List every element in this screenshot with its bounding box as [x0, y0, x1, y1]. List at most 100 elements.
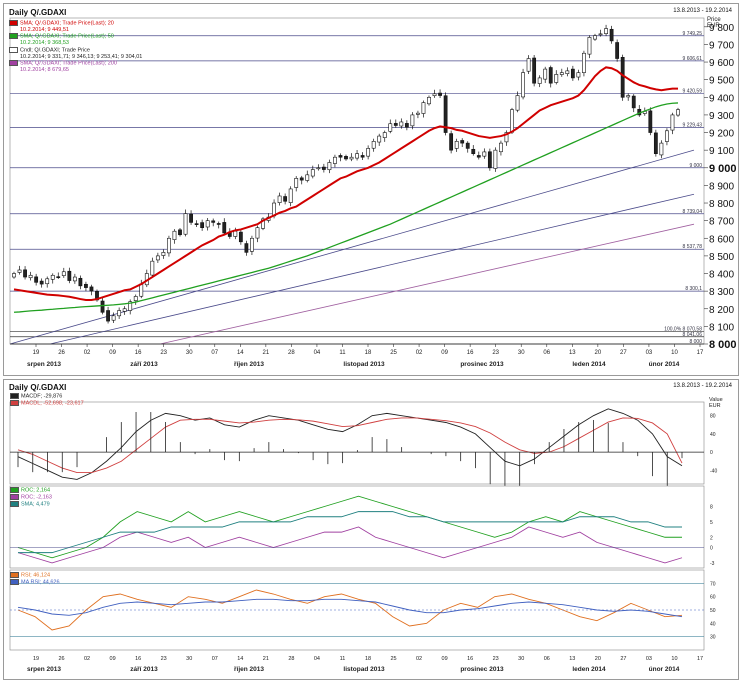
- roc-legend-swatch: [10, 500, 19, 507]
- horizontal-level-label: 8 537,78: [683, 244, 703, 250]
- sma50-line: [13, 102, 679, 313]
- candle-body: [338, 155, 343, 158]
- lower-x-tick-label: 30: [186, 656, 192, 662]
- price-chart-date-range: 13.8.2013 - 19.2.2014: [673, 8, 732, 14]
- horizontal-level-label: 9 229,43: [683, 122, 703, 128]
- candle-body: [316, 167, 321, 170]
- candle-body: [443, 95, 448, 133]
- price-chart-title: Daily Q/.GDAXI: [9, 8, 67, 17]
- candle-body: [399, 121, 404, 127]
- candle-body: [565, 70, 570, 74]
- horizontal-level-label: 8 739,04: [683, 209, 703, 215]
- candle-body: [410, 114, 415, 127]
- candle-body: [438, 92, 442, 96]
- y-tick-label: 8 500: [709, 252, 734, 263]
- month-label: prosinec 2013: [460, 361, 504, 368]
- candle-body: [388, 123, 393, 132]
- horizontal-level-label: 100,0% 8 070,58: [664, 327, 702, 333]
- x-tick-label: 11: [339, 350, 346, 356]
- lower-x-tick-label: 06: [544, 656, 550, 662]
- y-tick-label: 9 000: [709, 163, 737, 175]
- candle-body: [283, 196, 288, 202]
- candle-body: [648, 110, 653, 133]
- candle-body: [222, 222, 227, 234]
- roc-legend-label: SMA; 4,479: [21, 501, 50, 508]
- candle-body: [238, 231, 243, 243]
- x-tick-label: 06: [543, 350, 550, 356]
- macd-legend: MACDF; -29,876 MACDL; -52,698; -23,617: [10, 393, 84, 407]
- month-label: říjen 2013: [234, 361, 264, 368]
- macd-plot-area: [9, 401, 705, 485]
- candle-body: [570, 68, 575, 79]
- candle-body: [510, 109, 514, 133]
- candle-body: [61, 271, 66, 276]
- x-tick-label: 02: [84, 350, 91, 356]
- candle-body: [615, 42, 620, 59]
- candle-body: [155, 255, 160, 261]
- candle-body: [355, 153, 359, 159]
- rsi-series-line: [17, 589, 683, 631]
- roc-legend-item: SMA; 4,479: [10, 500, 52, 508]
- lower-x-tick-label: 17: [697, 656, 703, 662]
- x-tick-label: 26: [58, 350, 65, 356]
- lower-x-tick-label: 21: [263, 656, 269, 662]
- candle-body: [504, 132, 509, 143]
- price-chart-panel: Daily Q/.GDAXI 13.8.2013 - 19.2.2014 Pri…: [3, 3, 739, 376]
- lower-x-tick-label: 18: [365, 656, 371, 662]
- x-tick-label: 20: [595, 350, 602, 356]
- rsi-legend-item: MA RSI; 44,626: [10, 578, 60, 586]
- x-tick-label: 23: [160, 350, 167, 356]
- candle-body: [432, 93, 437, 97]
- lower-month-label: únor 2014: [649, 666, 680, 673]
- candle-body: [404, 123, 409, 128]
- x-tick-label: 16: [135, 350, 142, 356]
- candle-body: [277, 195, 282, 203]
- sma20-line: [13, 66, 678, 301]
- rsi-legend-swatch: [10, 572, 19, 578]
- macd-y-tick-label: 80: [710, 414, 716, 420]
- candle-body: [139, 283, 144, 297]
- candle-body: [78, 277, 83, 287]
- candle-body: [382, 132, 387, 138]
- candle-body: [250, 237, 254, 252]
- candle-body: [28, 274, 33, 279]
- candle-body: [211, 220, 216, 223]
- rsi-legend-swatch: [10, 578, 19, 585]
- y-tick-label: 8 200: [709, 305, 734, 316]
- lower-month-label: leden 2014: [572, 666, 606, 673]
- legend-label: SMA; Q/.GDAXI; Trade Price(Last); 200: [20, 60, 117, 67]
- lower-x-tick-label: 30: [518, 656, 524, 662]
- candle-body: [543, 68, 548, 80]
- macd-legend-swatch: [10, 393, 19, 399]
- horizontal-level-label: 9 000: [689, 163, 702, 169]
- candle-body: [183, 213, 188, 235]
- candle-body: [128, 301, 133, 311]
- candle-body: [34, 276, 39, 283]
- candle-body: [72, 276, 77, 282]
- candle-body: [189, 213, 193, 223]
- candle-body: [604, 28, 608, 34]
- candle-body: [449, 133, 454, 151]
- legend-value: 10.2.2014; 8 679,65: [20, 67, 69, 74]
- lower-x-tick-label: 19: [33, 656, 39, 662]
- x-tick-label: 07: [211, 350, 218, 356]
- month-label: listopad 2013: [343, 361, 385, 368]
- rsi-y-tick-label: 70: [710, 581, 716, 587]
- x-tick-label: 19: [33, 350, 40, 356]
- lower-month-label: říjen 2013: [234, 666, 264, 673]
- legend-value: 10.2.2014; 9 449,51: [20, 26, 69, 33]
- lower-x-tick-label: 04: [314, 656, 320, 662]
- value-axis-label: Value: [709, 397, 723, 403]
- candle-body: [515, 95, 520, 111]
- legend-label: SMA; Q/.GDAXI; Trade Price(Last); 20: [20, 20, 114, 27]
- candle-body: [377, 135, 382, 143]
- horizontal-level-label: 8 300,1: [685, 286, 702, 292]
- x-tick-label: 03: [646, 350, 653, 356]
- candle-body: [45, 278, 50, 285]
- candle-body: [559, 72, 564, 75]
- roc-y-tick-label: 2: [710, 535, 713, 541]
- x-tick-label: 27: [620, 350, 627, 356]
- y-tick-label: 9 800: [709, 23, 734, 34]
- y-tick-label: 8 700: [709, 217, 734, 228]
- x-tick-label: 18: [365, 350, 372, 356]
